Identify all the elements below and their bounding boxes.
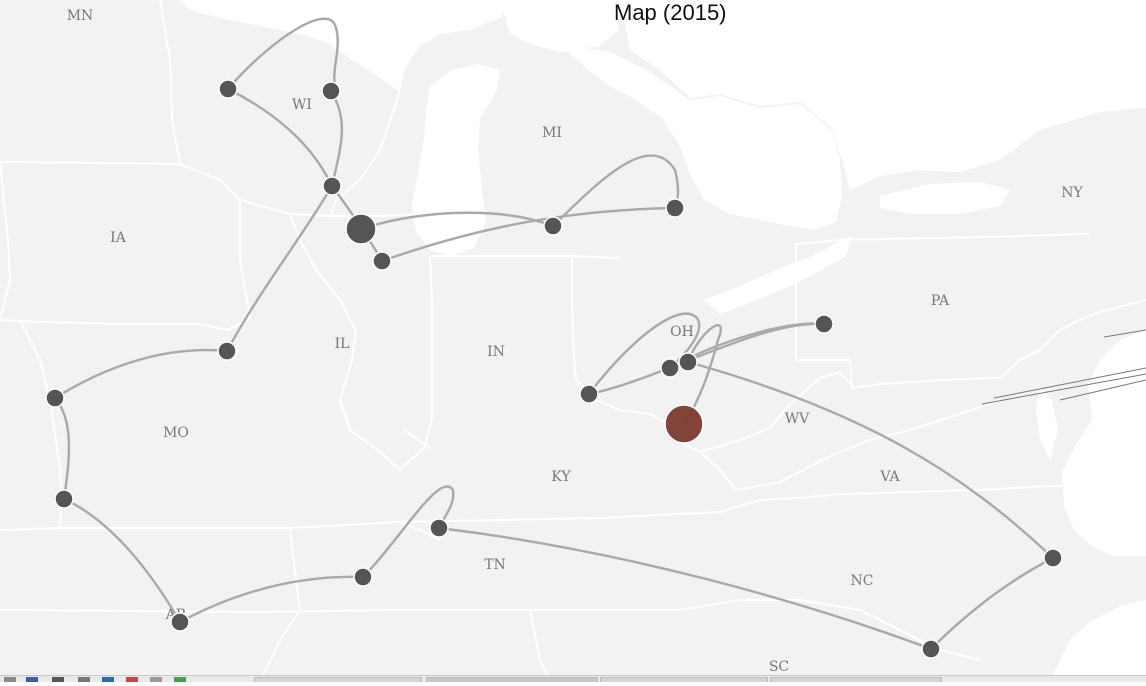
state-label-ny: NY bbox=[1061, 185, 1083, 201]
route-lines bbox=[53, 17, 1055, 651]
lake-huron bbox=[560, 44, 842, 230]
route-segment[interactable] bbox=[359, 211, 555, 231]
settings-icon[interactable] bbox=[150, 677, 162, 682]
lake-ontario bbox=[880, 182, 1010, 214]
state-label-wi: WI bbox=[292, 97, 312, 113]
taskbar-window-1[interactable] bbox=[254, 677, 422, 682]
taskbar-window-4[interactable] bbox=[770, 677, 942, 682]
stop-marker-tn-west[interactable] bbox=[353, 567, 373, 587]
stop-marker-mi-east[interactable] bbox=[665, 198, 685, 218]
app-icon[interactable] bbox=[126, 677, 138, 682]
route-segment[interactable] bbox=[380, 206, 677, 263]
stop-marker-pa-west[interactable] bbox=[814, 314, 834, 334]
route-segment[interactable] bbox=[682, 324, 722, 426]
paint-icon[interactable] bbox=[174, 677, 186, 682]
state-label-mo: MO bbox=[163, 425, 189, 441]
route-segment[interactable] bbox=[178, 575, 365, 624]
stop-marker-mo-se[interactable] bbox=[54, 489, 74, 509]
window-icon[interactable] bbox=[26, 677, 38, 682]
route-segment[interactable] bbox=[226, 87, 334, 188]
browser-icon[interactable] bbox=[102, 677, 114, 682]
chesapeake-bay bbox=[1036, 386, 1058, 460]
state-label-in: IN bbox=[487, 344, 505, 360]
lake-superior bbox=[180, 0, 510, 92]
stop-marker-wi-south[interactable] bbox=[322, 176, 342, 196]
route-stops bbox=[45, 79, 1063, 659]
state-label-mn: MN bbox=[67, 8, 94, 24]
state-label-wv: WV bbox=[785, 411, 810, 427]
map-title: Map (2015) bbox=[614, 0, 727, 25]
lake-erie bbox=[704, 236, 852, 314]
lake-michigan bbox=[412, 64, 500, 256]
stop-marker-wi-west[interactable] bbox=[218, 79, 238, 99]
taskbar-window-3[interactable] bbox=[600, 677, 768, 682]
state-label-ia: IA bbox=[110, 230, 127, 246]
stop-marker-mi-west[interactable] bbox=[543, 216, 563, 236]
taskbar-window-2[interactable] bbox=[426, 677, 598, 682]
stop-marker-wv-west[interactable] bbox=[664, 404, 704, 444]
state-label-mi: MI bbox=[542, 125, 562, 141]
route-segment[interactable] bbox=[62, 497, 182, 624]
route-segment[interactable] bbox=[551, 154, 680, 228]
state-label-tn: TN bbox=[484, 557, 506, 573]
route-segment[interactable] bbox=[361, 485, 455, 579]
stop-marker-ky-south[interactable] bbox=[429, 518, 449, 538]
stop-marker-chicago-south[interactable] bbox=[372, 251, 392, 271]
stop-marker-oh-center-2[interactable] bbox=[678, 352, 698, 372]
route-segment[interactable] bbox=[53, 348, 229, 400]
stop-marker-oh-sw[interactable] bbox=[579, 384, 599, 404]
stop-marker-wi-north[interactable] bbox=[321, 81, 341, 101]
route-segment[interactable] bbox=[225, 184, 334, 353]
route-segment[interactable] bbox=[226, 17, 339, 94]
atlantic-ocean-south bbox=[1050, 600, 1146, 681]
start-icon[interactable] bbox=[4, 677, 16, 682]
state-label-sc: SC bbox=[769, 659, 789, 675]
state-label-il: IL bbox=[335, 336, 350, 352]
state-label-oh: OH bbox=[670, 324, 694, 340]
terminal-icon[interactable] bbox=[52, 677, 64, 682]
coastal-lines bbox=[981, 329, 1146, 405]
route-segment[interactable] bbox=[587, 312, 701, 396]
stop-marker-nc-east[interactable] bbox=[921, 639, 941, 659]
files-icon[interactable] bbox=[78, 677, 90, 682]
state-label-pa: PA bbox=[931, 293, 950, 309]
atlantic-ocean bbox=[1062, 330, 1146, 556]
state-label-va: VA bbox=[879, 469, 900, 485]
stop-marker-ar-ne[interactable] bbox=[170, 612, 190, 632]
stop-marker-mo-ne[interactable] bbox=[45, 388, 65, 408]
lake-superior-east bbox=[500, 0, 620, 52]
stop-marker-il-west[interactable] bbox=[217, 341, 237, 361]
route-segment[interactable] bbox=[929, 556, 1055, 651]
stop-marker-va-coast[interactable] bbox=[1043, 548, 1063, 568]
route-segment[interactable] bbox=[329, 90, 344, 188]
lake-huron-north bbox=[620, 0, 1146, 190]
state-label-ky: KY bbox=[551, 469, 571, 485]
taskbar bbox=[0, 675, 1146, 682]
stop-marker-oh-center-1[interactable] bbox=[660, 358, 680, 378]
route-segment[interactable] bbox=[437, 526, 933, 651]
route-segment[interactable] bbox=[686, 360, 1055, 560]
stop-marker-milwaukee[interactable] bbox=[345, 213, 377, 245]
state-label-nc: NC bbox=[851, 573, 874, 589]
